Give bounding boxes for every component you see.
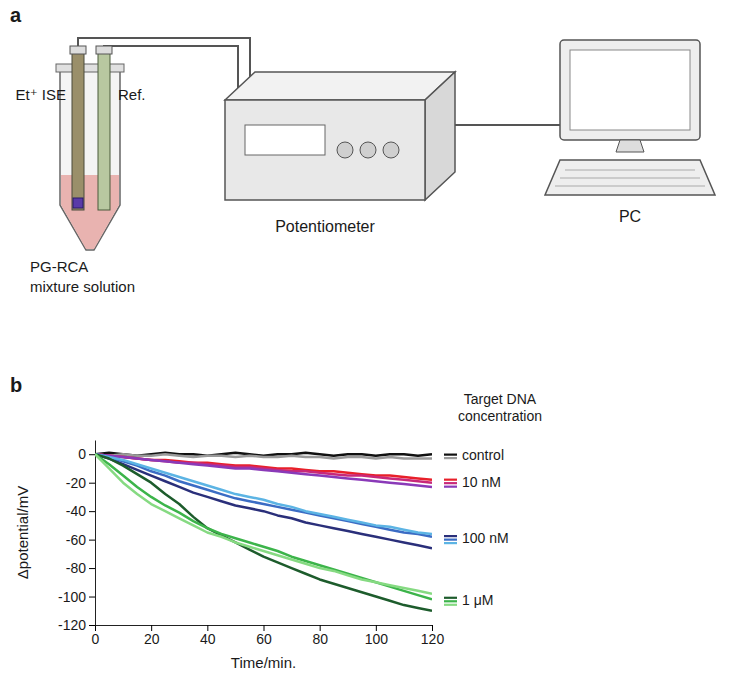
tick-label: 60 <box>256 631 272 647</box>
tick: 120 <box>421 625 445 647</box>
setup-diagram: Et⁺ ISE Ref. Potentiometer PC PG-RCA mixture … <box>16 38 715 295</box>
keyboard-keys <box>555 170 705 186</box>
tick-label: 0 <box>92 631 100 647</box>
panel-label: a <box>10 4 22 26</box>
tick: -120 <box>58 617 95 633</box>
label: mixture solution <box>30 278 135 295</box>
tick: 0 <box>92 625 100 647</box>
tick-label: 100 <box>365 631 389 647</box>
label: PC <box>619 208 641 225</box>
box-knob <box>383 142 399 158</box>
tick-mark <box>89 454 95 455</box>
tick-mark <box>89 483 95 484</box>
ise-membrane <box>73 198 83 208</box>
monitor-stand <box>616 140 644 152</box>
tick-label: 80 <box>312 631 328 647</box>
tick-mark <box>89 511 95 512</box>
tick: 40 <box>200 625 216 647</box>
tick-mark <box>89 597 95 598</box>
x-axis: 0 20 40 60 80 100 120 <box>92 625 445 647</box>
cable <box>104 46 238 118</box>
label: Potentiometer <box>275 218 375 235</box>
panel-label: b <box>10 374 22 396</box>
label: Et⁺ ISE <box>16 86 66 103</box>
data-line <box>95 454 432 593</box>
legend-swatch <box>444 600 457 602</box>
box-knob <box>360 142 376 158</box>
legend-label: 1 μM <box>462 592 493 608</box>
legend: Target DNAconcentration control 10 nM 100 n… <box>444 391 542 608</box>
tick-label: -80 <box>66 560 86 576</box>
label: PG-RCA <box>30 258 88 275</box>
electrode-cap <box>70 46 86 54</box>
data-line <box>95 454 432 537</box>
tick: 0 <box>78 446 95 462</box>
tick-mark <box>89 568 95 569</box>
plot-area <box>95 453 432 611</box>
tick-label: -100 <box>58 589 86 605</box>
tick-label: 20 <box>144 631 160 647</box>
tick-label: 0 <box>78 446 86 462</box>
tick-label: 40 <box>200 631 216 647</box>
legend-swatch <box>444 597 457 599</box>
figure: a b Et⁺ ISE Ref. Potentiometer PC PG-RCA mixtur… <box>0 0 740 684</box>
y-axis: -120 -100 -80 -60 -40 -20 0 <box>58 441 96 633</box>
tick-label: -60 <box>66 532 86 548</box>
data-line <box>95 454 432 611</box>
legend-label: 10 nM <box>462 474 501 490</box>
legend-swatch <box>444 535 457 537</box>
legend-swatch <box>444 454 457 456</box>
tick: -60 <box>66 532 95 548</box>
tick-label: -120 <box>58 617 86 633</box>
tick-mark <box>89 625 95 626</box>
reference-electrode <box>98 50 110 210</box>
tick: -100 <box>58 589 95 605</box>
axis-title: Time/min. <box>231 654 296 671</box>
tick: -40 <box>66 503 95 519</box>
data-line <box>95 454 432 487</box>
tick-label: -20 <box>66 475 86 491</box>
legend-swatch <box>444 539 457 541</box>
tick: -80 <box>66 560 95 576</box>
data-line <box>95 454 432 599</box>
legend-label: 100 nM <box>462 530 509 546</box>
screen <box>570 50 690 130</box>
tube-cap <box>56 64 124 72</box>
monitor <box>560 40 700 140</box>
tick: 60 <box>256 625 272 647</box>
box-side <box>425 72 455 200</box>
legend-title: Target DNAconcentration <box>458 391 542 424</box>
tick-label: -40 <box>66 503 86 519</box>
keyboard <box>545 160 715 195</box>
box-front <box>225 100 425 200</box>
legend-swatch <box>444 479 457 481</box>
box-top <box>225 72 455 100</box>
tick-mark <box>89 540 95 541</box>
cable <box>455 124 560 126</box>
tick-label: 120 <box>421 631 445 647</box>
axis-line <box>95 441 96 626</box>
box-display <box>245 125 325 155</box>
legend-label: control <box>462 447 504 463</box>
legend-swatch <box>444 486 457 488</box>
tick: 100 <box>365 625 389 647</box>
legend-swatch <box>444 457 457 459</box>
axis-title: Δpotential/mV <box>14 486 31 579</box>
legend-swatch <box>444 604 457 606</box>
legend-swatch <box>444 542 457 544</box>
electrode-cap <box>96 46 112 54</box>
tick: 80 <box>312 625 328 647</box>
tick: 20 <box>144 625 160 647</box>
label: Ref. <box>118 86 146 103</box>
legend-swatch <box>444 482 457 484</box>
tube <box>60 70 120 250</box>
ise-electrode <box>72 50 84 210</box>
tick: -20 <box>66 475 95 491</box>
box-knob <box>337 142 353 158</box>
data-line <box>95 454 432 458</box>
